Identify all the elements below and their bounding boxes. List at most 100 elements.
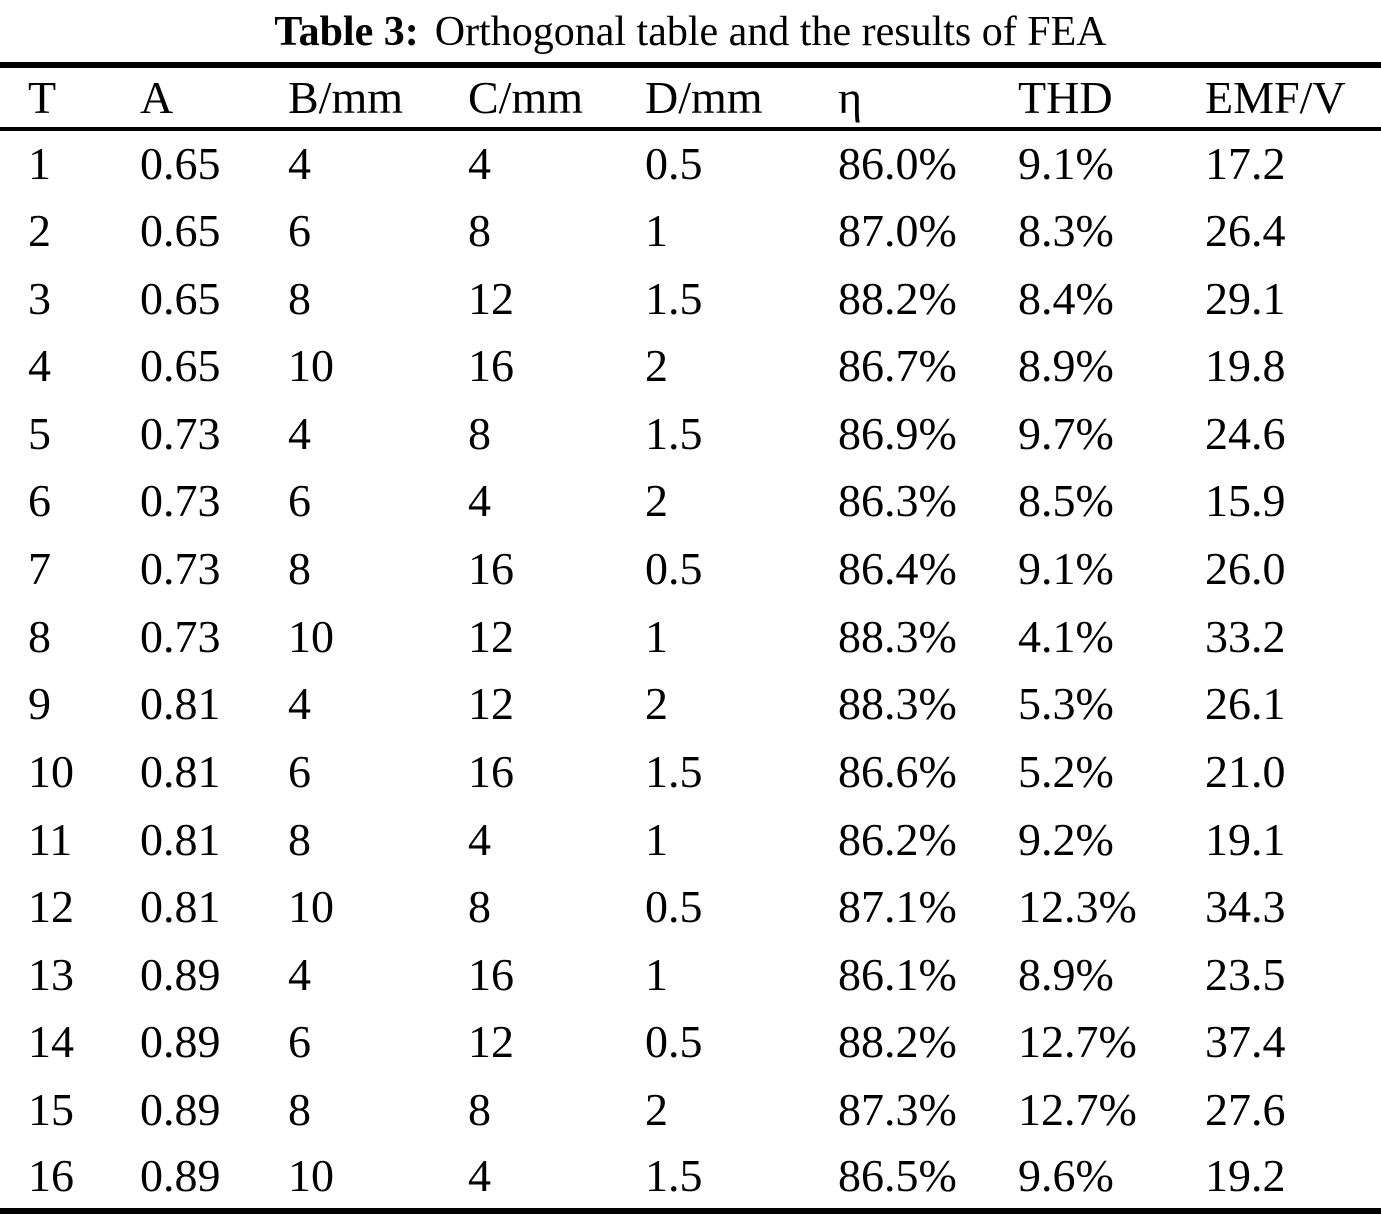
table-caption-text: Orthogonal table and the results of FEA (434, 9, 1107, 55)
table-row: 10 0.81 6 16 1.5 86.6% 5.2% 21.0 (0, 738, 1381, 806)
column-header: C/mm (468, 72, 584, 123)
table-cell: 87.3% (838, 1084, 957, 1136)
table-cell: 1 (645, 948, 668, 1000)
column-header: D/mm (645, 72, 763, 123)
table-cell: 2 (645, 678, 668, 730)
table-cell: 1 (645, 610, 668, 662)
table-cell: 4 (288, 138, 311, 190)
table-cell: 9.6% (1018, 1150, 1114, 1202)
table-cell: 13 (28, 948, 74, 1000)
table-cell: 17.2 (1205, 138, 1286, 190)
table-cell: 86.5% (838, 1150, 957, 1202)
table-cell: 26.4 (1205, 204, 1286, 256)
table-cell: 10 (288, 881, 334, 933)
column-header: T (28, 72, 57, 123)
table-cell: 12 (468, 678, 514, 730)
table-cell: 4.1% (1018, 610, 1114, 662)
table-cell: 1.5 (645, 745, 703, 797)
table-cell: 19.1 (1205, 813, 1286, 865)
table-cell: 1 (645, 204, 668, 256)
table-cell: 10 (288, 610, 334, 662)
table-cell: 8.3% (1018, 204, 1114, 256)
table-cell: 8 (288, 1084, 311, 1136)
table-cell: 4 (288, 407, 311, 459)
table-cell: 16 (468, 340, 514, 392)
table-cell: 21.0 (1205, 745, 1286, 797)
table-cell: 0.65 (140, 340, 221, 392)
table-cell: 6 (288, 475, 311, 527)
table-cell: 10 (288, 1150, 334, 1202)
column-header: EMF/V (1205, 72, 1346, 123)
table-cell: 0.5 (645, 881, 703, 933)
table-cell: 4 (288, 948, 311, 1000)
table-cell: 88.3% (838, 610, 957, 662)
table-cell: 1.5 (645, 407, 703, 459)
table-cell: 86.6% (838, 745, 957, 797)
table-cell: 2 (645, 475, 668, 527)
table-cell: 4 (468, 1150, 491, 1202)
table-cell: 8 (288, 813, 311, 865)
table-row: 13 0.89 4 16 1 86.1% 8.9% 23.5 (0, 941, 1381, 1009)
table-cell: 12 (28, 881, 74, 933)
table-cell: 8.9% (1018, 948, 1114, 1000)
table-cell: 37.4 (1205, 1016, 1286, 1068)
table-row: 3 0.65 8 12 1.5 88.2% 8.4% 29.1 (0, 264, 1381, 332)
table-cell: 86.7% (838, 340, 957, 392)
table-cell: 29.1 (1205, 272, 1286, 324)
table-cell: 23.5 (1205, 948, 1286, 1000)
table-cell: 0.89 (140, 948, 221, 1000)
table-cell: 86.1% (838, 948, 957, 1000)
table-cell: 8 (288, 543, 311, 595)
table-cell: 9.1% (1018, 138, 1114, 190)
table-cell: 9.7% (1018, 407, 1114, 459)
column-header: η (838, 72, 863, 123)
table-cell: 6 (288, 204, 311, 256)
table-cell: 12.7% (1018, 1084, 1137, 1136)
table-cell: 24.6 (1205, 407, 1286, 459)
table-cell: 88.3% (838, 678, 957, 730)
table-cell: 4 (468, 138, 491, 190)
table-row: 11 0.81 8 4 1 86.2% 9.2% 19.1 (0, 805, 1381, 873)
table-cell: 86.2% (838, 813, 957, 865)
table-cell: 0.73 (140, 610, 221, 662)
table-cell: 16 (468, 543, 514, 595)
table-cell: 87.0% (838, 204, 957, 256)
table-cell: 16 (28, 1150, 74, 1202)
table-row: 12 0.81 10 8 0.5 87.1% 12.3% 34.3 (0, 873, 1381, 941)
table-cell: 87.1% (838, 881, 957, 933)
table-cell: 0.73 (140, 475, 221, 527)
table-cell: 4 (28, 340, 51, 392)
table-cell: 19.8 (1205, 340, 1286, 392)
table-row: 6 0.73 6 4 2 86.3% 8.5% 15.9 (0, 467, 1381, 535)
table-cell: 88.2% (838, 1016, 957, 1068)
table-cell: 10 (28, 745, 74, 797)
table-cell: 12 (468, 1016, 514, 1068)
table-cell: 5.3% (1018, 678, 1114, 730)
table-cell: 88.2% (838, 272, 957, 324)
table-cell: 0.81 (140, 745, 221, 797)
table-cell: 26.0 (1205, 543, 1286, 595)
table-cell: 2 (645, 340, 668, 392)
table-cell: 8.5% (1018, 475, 1114, 527)
table-row: 16 0.89 10 4 1.5 86.5% 9.6% 19.2 (0, 1143, 1381, 1211)
table-cell: 0.5 (645, 138, 703, 190)
table-cell: 86.0% (838, 138, 957, 190)
table-row: 9 0.81 4 12 2 88.3% 5.3% 26.1 (0, 670, 1381, 738)
table-cell: 15.9 (1205, 475, 1286, 527)
table-cell: 0.81 (140, 881, 221, 933)
table-cell: 8 (468, 1084, 491, 1136)
table-cell: 8 (288, 272, 311, 324)
table-cell: 12 (468, 610, 514, 662)
table-cell: 4 (468, 475, 491, 527)
table-cell: 10 (288, 340, 334, 392)
table-cell: 4 (288, 678, 311, 730)
table-cell: 6 (288, 745, 311, 797)
table-cell: 12.3% (1018, 881, 1137, 933)
table-cell: 33.2 (1205, 610, 1286, 662)
table-header: T A B/mm C/mm D/mm η THD EMF/V (0, 65, 1381, 129)
table-cell: 6 (28, 475, 51, 527)
table-cell: 0.81 (140, 678, 221, 730)
table-cell: 34.3 (1205, 881, 1286, 933)
column-header: THD (1018, 72, 1113, 123)
table-cell: 11 (28, 813, 73, 865)
